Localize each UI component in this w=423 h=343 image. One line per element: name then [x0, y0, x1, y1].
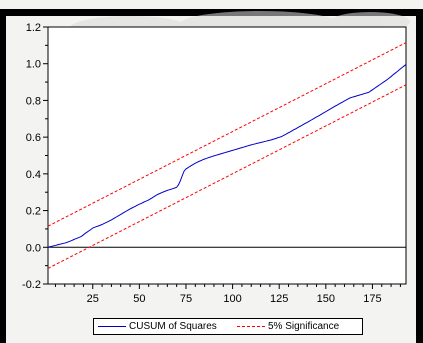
x-tick-label: 50: [133, 293, 145, 305]
y-tick-label: -0.2: [22, 279, 41, 291]
y-tick-label: 0.8: [26, 95, 41, 107]
x-tick-label: 175: [363, 293, 381, 305]
y-axis: -0.2 0.0 0.2 0.4 0.6 0.8 1.0 1.2: [22, 22, 48, 291]
series-line-cusum: [47, 64, 407, 248]
x-tick-label: 100: [223, 293, 241, 305]
y-tick-label: 0.6: [26, 132, 41, 144]
plot-area: [47, 26, 407, 285]
y-tick-label: 1.2: [26, 22, 41, 34]
window-frame-right: [416, 9, 423, 343]
x-axis: 25 50 75 100 125 150 175: [54, 284, 401, 305]
y-tick-label: 0.2: [26, 206, 41, 218]
x-tick-label: 150: [317, 293, 335, 305]
x-tick-label: 25: [87, 293, 99, 305]
y-tick-label: 0.0: [26, 242, 41, 254]
upper-significance-line: [47, 42, 407, 227]
x-tick-label: 125: [270, 293, 288, 305]
window-frame-left: [0, 9, 6, 343]
lower-significance-line: [47, 84, 407, 269]
y-tick-label: 1.0: [26, 59, 41, 71]
y-tick-label: 0.4: [26, 169, 41, 181]
legend-swatch-cusum: [98, 326, 126, 327]
legend: CUSUM of Squares 5% Significance: [93, 318, 363, 335]
series-layer: [47, 42, 407, 269]
legend-label-significance: 5% Significance: [268, 321, 340, 332]
x-tick-label: 75: [180, 293, 192, 305]
legend-swatch-significance: [237, 326, 265, 327]
legend-label-cusum: CUSUM of Squares: [129, 321, 217, 332]
